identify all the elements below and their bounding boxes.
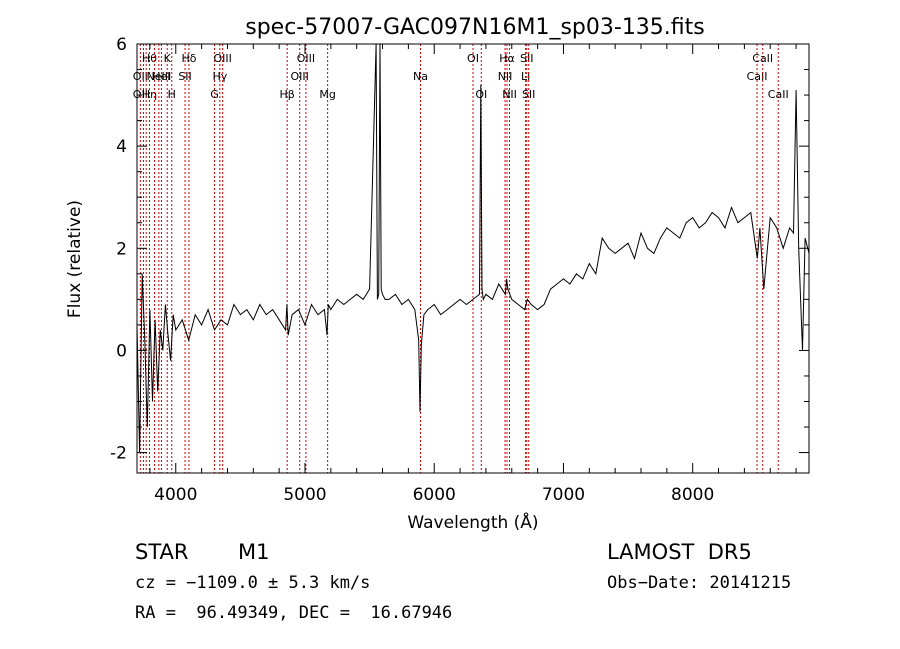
spectral-line-label: HeI [152,70,170,83]
emission-line-markers: OIIOIIHθHηNeIIIHeIKHSIIHδGHγOIIIHβOIIIOI… [133,44,789,473]
spectral-line-label: OIII [297,52,315,65]
spectral-line-label: Li [521,70,530,83]
spectral-line-label: CaII [747,70,768,83]
y-axis-label: Flux (relative) [65,200,85,318]
spectral-line-label: CaII [752,52,773,65]
spectral-line-label: SII [520,52,533,65]
plot-frame [136,43,810,474]
y-tick-label: 6 [116,35,127,55]
spectral-line-label: H [168,88,176,101]
spectral-line-label: Hη [142,88,157,101]
x-tick-label: 8000 [671,485,714,505]
y-tick-label: 0 [116,341,127,361]
spectral-line-label: Hθ [142,52,157,65]
spectral-line-label: Hβ [280,88,295,101]
spectral-line-label: OI [467,52,479,65]
spectral-line-label: NII [498,70,513,83]
x-tick-label: 6000 [413,485,456,505]
ra-dec-text: RA = 96.49349, DEC = 16.67946 [135,603,453,623]
spectral-line-label: Hγ [212,70,227,83]
spectral-line-label: NII [502,88,517,101]
spectral-line-label: Hδ [181,52,196,65]
spectrum-series-line [136,43,810,453]
x-axis-label: Wavelength (Å) [407,511,538,533]
obs-date-text: Obs−Date: 20141215 [607,573,792,593]
y-tick-label: 4 [116,137,127,157]
spectral-line-label: NeIII [146,70,171,83]
object-subclass-label: M1 [238,540,270,564]
spectral-line-label: G [210,88,219,101]
y-tick-label: -2 [110,444,127,464]
spectral-line-label: Mg [319,88,335,101]
redshift-cz-text: cz = −1109.0 ± 5.3 km/s [135,573,371,593]
spectral-line-label: K [164,52,172,65]
spectral-line-label: Hα [499,52,515,65]
spectral-line-label: Na [413,70,428,83]
chart-title: spec-57007-GAC097N16M1_sp03-135.fits [245,15,705,40]
y-tick-label: 2 [116,239,127,259]
spectral-line-label: CaII [768,88,789,101]
survey-label: LAMOST DR5 [607,540,752,564]
spectral-line-label: OIII [213,52,231,65]
axis-ticks: 4000 5000 6000 7000 8000 -2 0 2 4 6 [110,35,809,505]
x-tick-label: 7000 [542,485,585,505]
x-tick-label: 5000 [283,485,326,505]
x-tick-label: 4000 [154,485,197,505]
spectral-line-label: SII [522,88,535,101]
object-type-label: STAR [135,540,189,564]
spectral-line-label: SII [178,70,191,83]
spectral-line-label: OIII [291,70,309,83]
